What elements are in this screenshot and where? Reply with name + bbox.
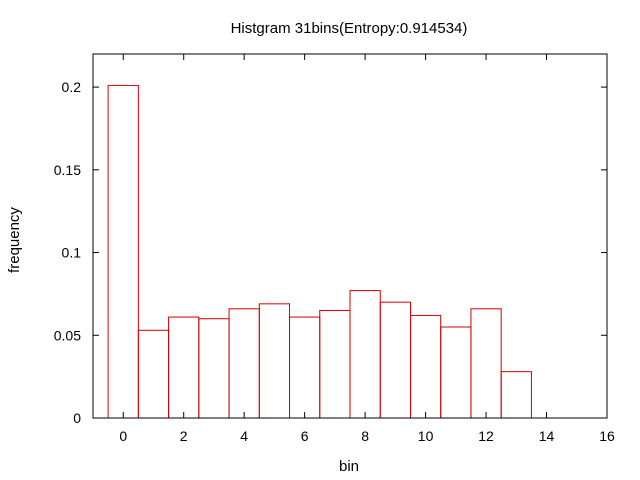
plot-frame (92, 53, 608, 419)
y-tick-label: 0 (73, 410, 81, 426)
histogram-bar (379, 301, 411, 419)
y-tick-label: 0.05 (54, 327, 81, 343)
histogram-bar (107, 84, 139, 419)
bars-group (107, 84, 532, 419)
y-tick-label: 0.2 (62, 79, 82, 95)
histogram-bar (349, 290, 381, 419)
x-tick-label: 16 (599, 428, 615, 444)
histogram-bar (289, 316, 321, 419)
histogram-bar (470, 308, 502, 419)
x-tick-label: 10 (418, 428, 434, 444)
x-axis-label: bin (339, 458, 359, 475)
x-tick-label: 0 (119, 428, 127, 444)
histogram-bar (440, 326, 472, 419)
histogram-bar (409, 314, 442, 419)
x-tick-label: 2 (180, 428, 188, 444)
histogram-bar (258, 303, 291, 419)
x-tick-label: 8 (361, 428, 369, 444)
y-axis-label: frequency (6, 207, 23, 273)
histogram-bar (228, 308, 260, 419)
x-tick-label: 12 (478, 428, 494, 444)
histogram-bar (500, 371, 532, 419)
histogram-bar (137, 329, 170, 419)
y-tick-label: 0.1 (62, 245, 82, 261)
x-tick-label: 14 (539, 428, 555, 444)
histogram-bar (168, 316, 200, 419)
histogram-bar (319, 309, 351, 419)
y-tick-label: 0.15 (54, 162, 81, 178)
x-tick-label: 6 (301, 428, 309, 444)
histogram-bar (198, 318, 230, 419)
x-tick-label: 4 (240, 428, 248, 444)
chart-title: Histgram 31bins(Entropy:0.914534) (231, 20, 468, 37)
